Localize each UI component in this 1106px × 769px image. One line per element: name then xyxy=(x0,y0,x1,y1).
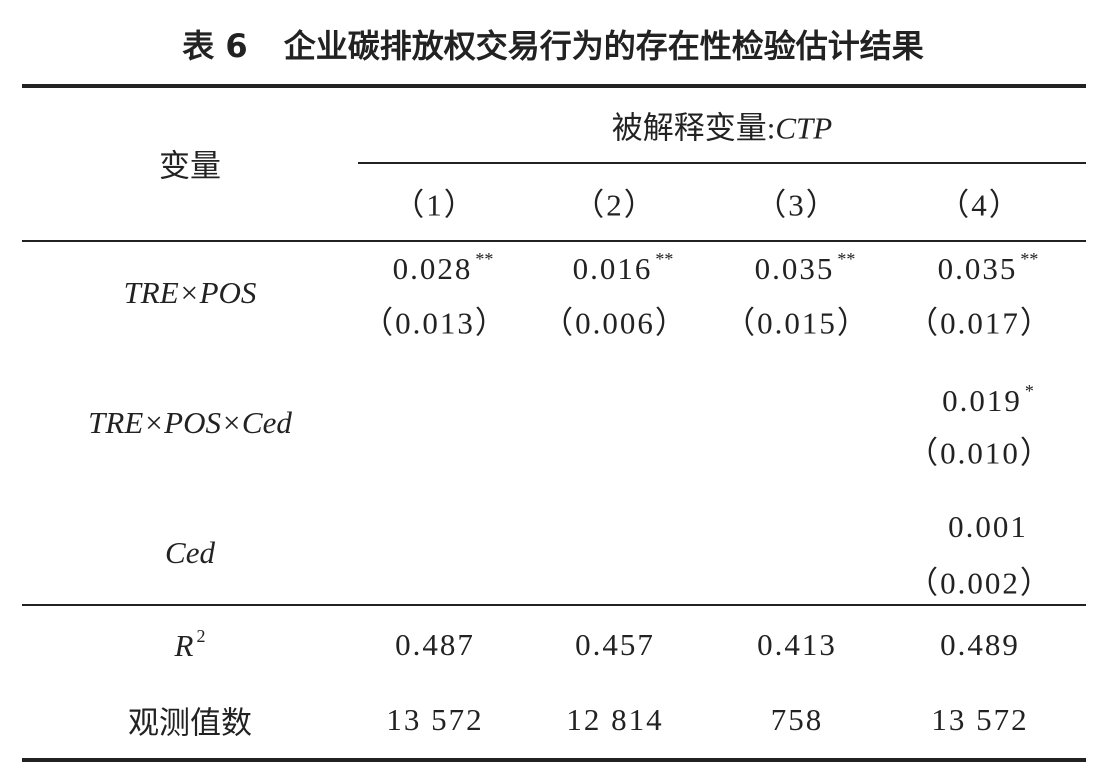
standard-error: （0.002） xyxy=(907,565,1053,601)
column-header: （1） xyxy=(393,187,477,223)
obs-value: 13 572 xyxy=(931,702,1029,737)
column-header: （2） xyxy=(573,187,657,223)
coefficient: 0.035 ** xyxy=(938,249,1039,287)
significance-stars: * xyxy=(1024,381,1034,401)
table-number: 表 6 xyxy=(182,27,248,65)
row-label: TRE×POS×Ced xyxy=(88,405,292,440)
r2-value: 0.489 xyxy=(940,627,1020,662)
r2-sup: 2 xyxy=(196,626,206,646)
obs-label: 观测值数 xyxy=(128,705,252,741)
coefficient: 0.001 xyxy=(948,509,1028,545)
coef-value: 0.016 xyxy=(572,251,653,286)
standard-error: （0.010） xyxy=(907,435,1053,471)
column-header: （4） xyxy=(938,187,1022,223)
column-header: （3） xyxy=(755,187,839,223)
r2-value: 0.487 xyxy=(395,627,475,662)
coef-value: 0.019 xyxy=(942,383,1022,418)
r2-base: R xyxy=(174,628,194,663)
stats-rule xyxy=(22,604,1086,606)
stub-header: 变量 xyxy=(159,148,221,184)
top-rule xyxy=(22,84,1086,88)
coefficient: 0.028 ** xyxy=(393,249,494,287)
coef-value: 0.035 xyxy=(937,251,1018,286)
significance-stars: ** xyxy=(1020,249,1039,269)
coef-value: 0.028 xyxy=(392,251,473,286)
table-title: 表 6 企业碳排放权交易行为的存在性检验估计结果 xyxy=(182,21,923,67)
standard-error: （0.015） xyxy=(724,305,870,341)
significance-stars: ** xyxy=(655,249,674,269)
obs-value: 13 572 xyxy=(386,702,484,737)
coef-value: 0.035 xyxy=(754,251,835,286)
row-label: Ced xyxy=(165,535,215,570)
standard-error: （0.013） xyxy=(362,305,508,341)
spanner-rule xyxy=(358,162,1086,164)
r2-value: 0.457 xyxy=(575,627,655,662)
dependent-variable: 被解释变量:CTP xyxy=(612,103,832,148)
coefficient: 0.019 * xyxy=(942,381,1034,419)
dependent-label: 被解释变量: xyxy=(611,110,776,146)
significance-stars: ** xyxy=(837,249,856,269)
row-label: TRE×POS xyxy=(123,275,257,310)
r2-value: 0.413 xyxy=(757,627,837,662)
obs-value: 12 814 xyxy=(566,702,664,737)
dependent-var: CTP xyxy=(775,110,833,146)
title-text: 企业碳排放权交易行为的存在性检验估计结果 xyxy=(283,27,924,65)
significance-stars: ** xyxy=(475,249,494,269)
coefficient: 0.035 ** xyxy=(755,249,856,287)
header-rule xyxy=(22,240,1086,242)
standard-error: （0.017） xyxy=(907,305,1053,341)
bottom-rule xyxy=(22,758,1086,762)
coef-value: 0.001 xyxy=(948,509,1028,544)
standard-error: （0.006） xyxy=(542,305,688,341)
obs-value: 758 xyxy=(770,702,824,737)
coefficient: 0.016 ** xyxy=(573,249,674,287)
